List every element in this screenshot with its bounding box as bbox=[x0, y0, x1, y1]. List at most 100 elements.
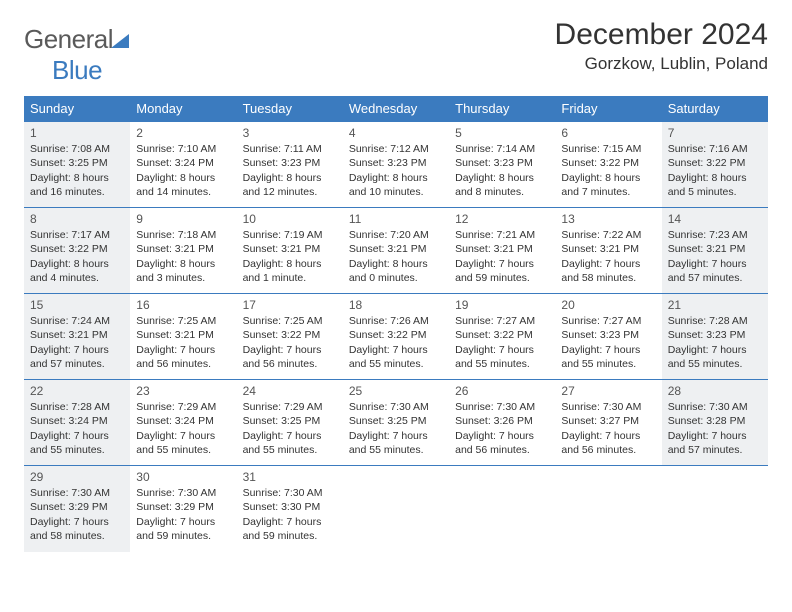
day-dl1: Daylight: 7 hours bbox=[136, 515, 230, 529]
day-cell: 4Sunrise: 7:12 AMSunset: 3:23 PMDaylight… bbox=[343, 122, 449, 208]
day-number: 3 bbox=[243, 125, 337, 141]
day-sunrise: Sunrise: 7:30 AM bbox=[561, 400, 655, 414]
day-sunset: Sunset: 3:28 PM bbox=[668, 414, 762, 428]
day-number: 27 bbox=[561, 383, 655, 399]
day-cell: 13Sunrise: 7:22 AMSunset: 3:21 PMDayligh… bbox=[555, 208, 661, 294]
day-header-thursday: Thursday bbox=[449, 96, 555, 122]
day-dl1: Daylight: 7 hours bbox=[668, 257, 762, 271]
day-dl1: Daylight: 7 hours bbox=[668, 343, 762, 357]
location-text: Gorzkow, Lublin, Poland bbox=[555, 54, 768, 74]
day-number: 24 bbox=[243, 383, 337, 399]
day-header-saturday: Saturday bbox=[662, 96, 768, 122]
day-sunset: Sunset: 3:29 PM bbox=[30, 500, 124, 514]
day-sunset: Sunset: 3:23 PM bbox=[455, 156, 549, 170]
day-dl2: and 5 minutes. bbox=[668, 185, 762, 199]
day-sunrise: Sunrise: 7:22 AM bbox=[561, 228, 655, 242]
day-sunrise: Sunrise: 7:10 AM bbox=[136, 142, 230, 156]
day-dl1: Daylight: 8 hours bbox=[136, 257, 230, 271]
day-dl2: and 55 minutes. bbox=[349, 443, 443, 457]
day-sunrise: Sunrise: 7:29 AM bbox=[136, 400, 230, 414]
day-number: 30 bbox=[136, 469, 230, 485]
day-number: 16 bbox=[136, 297, 230, 313]
day-dl2: and 3 minutes. bbox=[136, 271, 230, 285]
day-cell: 6Sunrise: 7:15 AMSunset: 3:22 PMDaylight… bbox=[555, 122, 661, 208]
day-header-row: Sunday Monday Tuesday Wednesday Thursday… bbox=[24, 96, 768, 122]
day-sunset: Sunset: 3:21 PM bbox=[455, 242, 549, 256]
calendar-table: Sunday Monday Tuesday Wednesday Thursday… bbox=[24, 96, 768, 552]
day-cell: 14Sunrise: 7:23 AMSunset: 3:21 PMDayligh… bbox=[662, 208, 768, 294]
day-cell: 25Sunrise: 7:30 AMSunset: 3:25 PMDayligh… bbox=[343, 380, 449, 466]
day-sunrise: Sunrise: 7:30 AM bbox=[243, 486, 337, 500]
day-dl2: and 56 minutes. bbox=[561, 443, 655, 457]
day-sunrise: Sunrise: 7:29 AM bbox=[243, 400, 337, 414]
day-sunset: Sunset: 3:25 PM bbox=[243, 414, 337, 428]
day-sunset: Sunset: 3:23 PM bbox=[561, 328, 655, 342]
day-dl1: Daylight: 8 hours bbox=[30, 171, 124, 185]
day-dl2: and 58 minutes. bbox=[561, 271, 655, 285]
day-number: 28 bbox=[668, 383, 762, 399]
day-number: 14 bbox=[668, 211, 762, 227]
day-dl2: and 55 minutes. bbox=[561, 357, 655, 371]
logo: General Blue bbox=[24, 18, 129, 86]
day-dl1: Daylight: 8 hours bbox=[455, 171, 549, 185]
day-number: 13 bbox=[561, 211, 655, 227]
day-sunset: Sunset: 3:30 PM bbox=[243, 500, 337, 514]
day-dl1: Daylight: 8 hours bbox=[30, 257, 124, 271]
day-cell: 3Sunrise: 7:11 AMSunset: 3:23 PMDaylight… bbox=[237, 122, 343, 208]
day-cell: 27Sunrise: 7:30 AMSunset: 3:27 PMDayligh… bbox=[555, 380, 661, 466]
day-sunset: Sunset: 3:23 PM bbox=[349, 156, 443, 170]
day-dl1: Daylight: 7 hours bbox=[30, 515, 124, 529]
day-number: 26 bbox=[455, 383, 549, 399]
day-sunrise: Sunrise: 7:19 AM bbox=[243, 228, 337, 242]
day-number: 20 bbox=[561, 297, 655, 313]
day-dl2: and 55 minutes. bbox=[30, 443, 124, 457]
day-cell: 19Sunrise: 7:27 AMSunset: 3:22 PMDayligh… bbox=[449, 294, 555, 380]
day-sunset: Sunset: 3:23 PM bbox=[243, 156, 337, 170]
day-dl2: and 59 minutes. bbox=[455, 271, 549, 285]
day-sunset: Sunset: 3:24 PM bbox=[30, 414, 124, 428]
day-header-friday: Friday bbox=[555, 96, 661, 122]
day-dl2: and 58 minutes. bbox=[30, 529, 124, 543]
day-dl1: Daylight: 8 hours bbox=[561, 171, 655, 185]
day-cell: 28Sunrise: 7:30 AMSunset: 3:28 PMDayligh… bbox=[662, 380, 768, 466]
day-cell: 11Sunrise: 7:20 AMSunset: 3:21 PMDayligh… bbox=[343, 208, 449, 294]
day-sunset: Sunset: 3:25 PM bbox=[30, 156, 124, 170]
day-sunrise: Sunrise: 7:30 AM bbox=[668, 400, 762, 414]
day-dl1: Daylight: 7 hours bbox=[349, 343, 443, 357]
day-dl2: and 55 minutes. bbox=[136, 443, 230, 457]
day-dl1: Daylight: 8 hours bbox=[136, 171, 230, 185]
day-number: 6 bbox=[561, 125, 655, 141]
day-number: 19 bbox=[455, 297, 549, 313]
day-cell: 5Sunrise: 7:14 AMSunset: 3:23 PMDaylight… bbox=[449, 122, 555, 208]
day-sunset: Sunset: 3:21 PM bbox=[136, 242, 230, 256]
day-cell: 2Sunrise: 7:10 AMSunset: 3:24 PMDaylight… bbox=[130, 122, 236, 208]
day-sunset: Sunset: 3:21 PM bbox=[243, 242, 337, 256]
calendar-body: 1Sunrise: 7:08 AMSunset: 3:25 PMDaylight… bbox=[24, 122, 768, 552]
logo-text-blue: Blue bbox=[52, 55, 102, 85]
day-dl1: Daylight: 7 hours bbox=[30, 429, 124, 443]
day-number: 4 bbox=[349, 125, 443, 141]
day-number: 21 bbox=[668, 297, 762, 313]
day-sunrise: Sunrise: 7:16 AM bbox=[668, 142, 762, 156]
logo-text-general: General bbox=[24, 24, 113, 54]
day-dl2: and 57 minutes. bbox=[668, 271, 762, 285]
day-dl2: and 7 minutes. bbox=[561, 185, 655, 199]
day-sunset: Sunset: 3:22 PM bbox=[668, 156, 762, 170]
day-cell bbox=[555, 466, 661, 552]
day-cell: 29Sunrise: 7:30 AMSunset: 3:29 PMDayligh… bbox=[24, 466, 130, 552]
day-sunset: Sunset: 3:27 PM bbox=[561, 414, 655, 428]
day-sunset: Sunset: 3:23 PM bbox=[668, 328, 762, 342]
day-sunrise: Sunrise: 7:11 AM bbox=[243, 142, 337, 156]
title-block: December 2024 Gorzkow, Lublin, Poland bbox=[555, 18, 768, 74]
day-dl1: Daylight: 7 hours bbox=[30, 343, 124, 357]
day-sunset: Sunset: 3:21 PM bbox=[561, 242, 655, 256]
week-row: 8Sunrise: 7:17 AMSunset: 3:22 PMDaylight… bbox=[24, 208, 768, 294]
day-header-tuesday: Tuesday bbox=[237, 96, 343, 122]
day-number: 29 bbox=[30, 469, 124, 485]
day-dl1: Daylight: 8 hours bbox=[349, 171, 443, 185]
day-sunset: Sunset: 3:22 PM bbox=[455, 328, 549, 342]
day-dl2: and 1 minute. bbox=[243, 271, 337, 285]
day-sunset: Sunset: 3:24 PM bbox=[136, 156, 230, 170]
day-cell: 26Sunrise: 7:30 AMSunset: 3:26 PMDayligh… bbox=[449, 380, 555, 466]
day-dl2: and 16 minutes. bbox=[30, 185, 124, 199]
